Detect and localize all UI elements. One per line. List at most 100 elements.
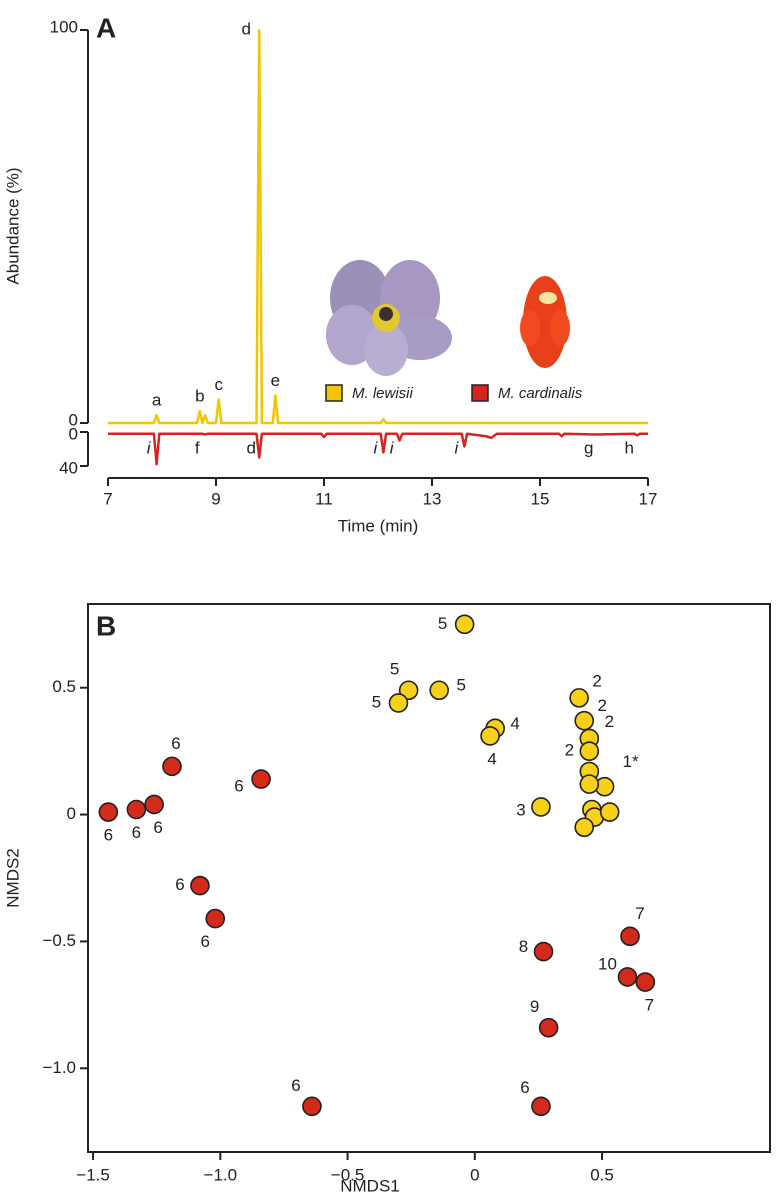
point-label: 6 (234, 777, 243, 796)
point-label: 6 (291, 1076, 300, 1095)
x-tick-label: −1.5 (76, 1165, 110, 1184)
x-axis-title: NMDS1 (340, 1176, 400, 1195)
legend-label: M. lewisii (352, 385, 414, 402)
point-label: 6 (175, 875, 184, 894)
y-axis-title: NMDS2 (3, 848, 22, 908)
point (429, 680, 449, 701)
peak-label: i (455, 438, 460, 457)
point (620, 926, 640, 947)
x-tick-label: 7 (103, 489, 112, 508)
point-label: 8 (519, 937, 528, 956)
point-label: 2 (565, 741, 574, 760)
peak-label: d (246, 438, 255, 457)
x-tick-label: −0.5 (331, 1165, 365, 1184)
peak-label: h (624, 438, 633, 457)
panel-label: B (96, 610, 116, 641)
legend-label: M. cardinalis (498, 385, 583, 402)
point-label: 3 (516, 800, 525, 819)
point (190, 875, 210, 896)
point (126, 799, 147, 820)
x-tick-label: −1.0 (204, 1165, 238, 1184)
point (569, 688, 589, 708)
x-tick-label: 0.5 (590, 1165, 614, 1184)
point-label: 6 (153, 818, 162, 837)
point (302, 1096, 322, 1117)
y-tick-label: 0.5 (52, 677, 76, 696)
point (388, 693, 409, 713)
point-label: 6 (132, 823, 141, 842)
point (398, 680, 419, 701)
point (251, 769, 271, 789)
point-label: 5 (372, 692, 381, 711)
point-label: 9 (530, 997, 539, 1016)
point-label: 2 (592, 671, 601, 690)
point (579, 741, 600, 761)
peak-label: e (271, 371, 280, 390)
point-label: 6 (520, 1078, 529, 1097)
legend-swatch (325, 384, 343, 402)
point (579, 774, 600, 794)
x-tick-label: 9 (211, 489, 220, 508)
x-tick-label: 15 (531, 489, 550, 508)
x-tick-label: 0 (470, 1165, 479, 1184)
point (574, 817, 595, 838)
point-label: 10 (598, 954, 617, 973)
trace (108, 28, 648, 425)
peak-label: d (241, 19, 250, 38)
flower-cardinalis (520, 276, 570, 368)
point (454, 614, 475, 635)
peak-label: c (214, 375, 223, 394)
y-tick-label: 0 (67, 804, 76, 823)
y-tick-label: −1.0 (42, 1058, 76, 1077)
point-label: 5 (456, 676, 465, 695)
peak-label: a (152, 391, 162, 410)
point-label: 6 (104, 826, 113, 845)
point (205, 908, 226, 929)
x-tick-label: 17 (639, 489, 658, 508)
point-label: 7 (645, 996, 654, 1015)
y-axis-title: Abundance (%) (3, 167, 22, 284)
point (531, 1096, 551, 1117)
flower-lewisii (326, 260, 452, 376)
point (531, 797, 551, 817)
y-tick-label: 100 (50, 17, 78, 36)
peak-label: i (390, 438, 395, 457)
point (635, 972, 656, 992)
point-label: 1* (623, 752, 639, 771)
peak-label: i (147, 438, 152, 457)
point-label: 5 (438, 614, 447, 633)
x-tick-label: 13 (423, 489, 442, 508)
point (162, 756, 182, 777)
x-tick-label: 11 (315, 489, 333, 508)
point-label: 5 (390, 660, 399, 679)
y2-tick-label: 0 (69, 424, 78, 443)
point (617, 967, 638, 987)
point (533, 941, 554, 962)
point (538, 1017, 559, 1038)
x-axis-title: Time (min) (338, 516, 419, 535)
point-label: 6 (201, 932, 210, 951)
point (599, 802, 620, 822)
peak-label: g (584, 438, 593, 457)
point (98, 802, 119, 822)
legend-swatch (471, 384, 489, 402)
point-label: 6 (171, 734, 180, 753)
point-label: 7 (635, 904, 644, 923)
peak-label: i (374, 438, 379, 457)
y2-tick-label: 40 (59, 458, 78, 477)
point-label: 4 (510, 714, 519, 733)
peak-label: b (195, 387, 204, 406)
plot-frame (87, 603, 771, 1153)
point (144, 794, 164, 815)
trace (108, 432, 648, 466)
point-label: 2 (605, 712, 614, 731)
y-tick-label: −0.5 (42, 931, 76, 950)
panel-label: A (96, 12, 116, 43)
point (574, 710, 595, 731)
y-tick-label: 0 (69, 410, 78, 429)
point-label: 2 (597, 696, 606, 715)
peak-label: f (195, 438, 200, 457)
point (480, 726, 500, 746)
point-label: 4 (487, 749, 496, 768)
